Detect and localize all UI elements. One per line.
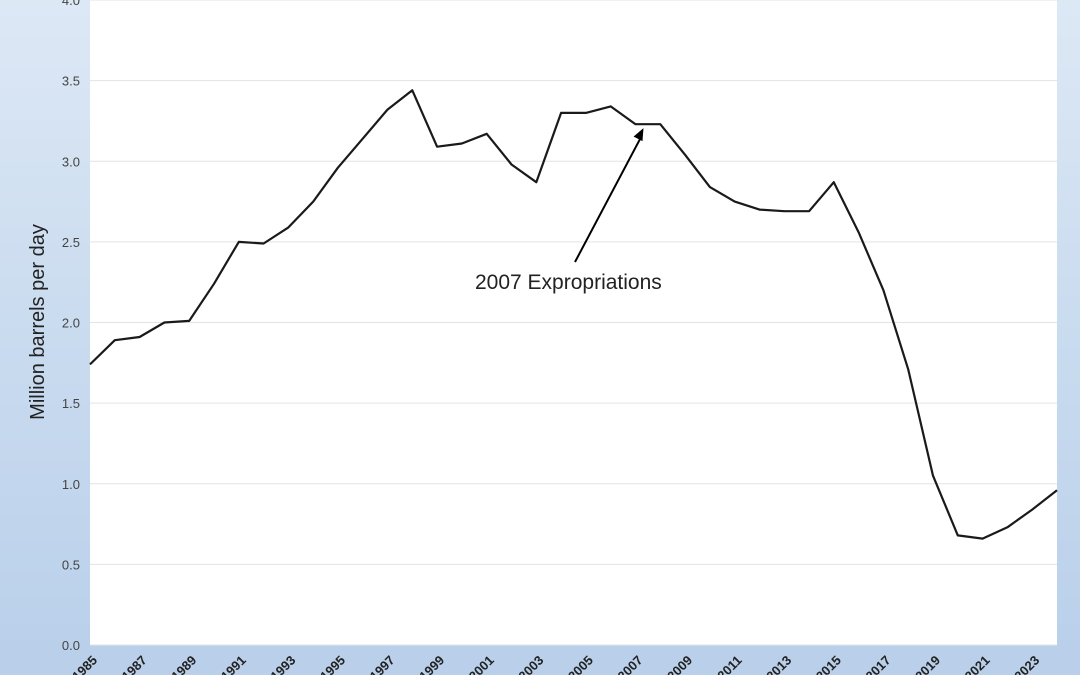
x-tick-label: 2009 <box>664 653 695 675</box>
x-tick-label: 2011 <box>714 653 745 675</box>
y-tick-label: 2.0 <box>62 316 80 331</box>
x-tick-label: 1989 <box>168 653 199 675</box>
x-tick-label: 1987 <box>119 653 150 675</box>
y-tick-label: 3.5 <box>62 74 80 89</box>
y-tick-label: 4.0 <box>62 0 80 8</box>
y-axis-label: Million barrels per day <box>27 224 49 420</box>
x-tick-label: 2023 <box>1011 653 1042 675</box>
x-tick-label: 2003 <box>515 653 546 675</box>
y-tick-label: 3.0 <box>62 154 80 169</box>
x-tick-label: 2007 <box>615 653 646 675</box>
x-tick-label: 1999 <box>416 653 447 675</box>
x-tick-label: 1993 <box>267 653 298 675</box>
y-tick-label: 2.5 <box>62 235 80 250</box>
y-tick-label: 0.5 <box>62 557 80 572</box>
x-tick-label: 2015 <box>813 653 844 675</box>
y-tick-label: 0.0 <box>62 638 80 653</box>
x-tick-label: 2001 <box>466 653 497 675</box>
x-tick-label: 2019 <box>912 653 943 675</box>
annotation: 2007 Expropriations <box>475 128 662 294</box>
x-tick-label: 2013 <box>763 653 794 675</box>
annotation-arrow <box>574 137 642 263</box>
x-tick-label: 2005 <box>565 653 596 675</box>
x-tick-label: 1997 <box>367 653 398 675</box>
x-tick-label: 1985 <box>69 653 100 675</box>
x-tick-label: 1995 <box>317 653 348 675</box>
x-tick-label: 1991 <box>218 653 249 675</box>
annotation-arrowhead <box>633 128 644 142</box>
series-line <box>89 89 1058 540</box>
x-tick-label: 2021 <box>962 653 993 675</box>
annotation-text: 2007 Expropriations <box>475 271 662 294</box>
y-tick-label: 1.5 <box>62 396 80 411</box>
y-tick-label: 1.0 <box>62 477 80 492</box>
x-tick-label: 2017 <box>862 653 893 675</box>
